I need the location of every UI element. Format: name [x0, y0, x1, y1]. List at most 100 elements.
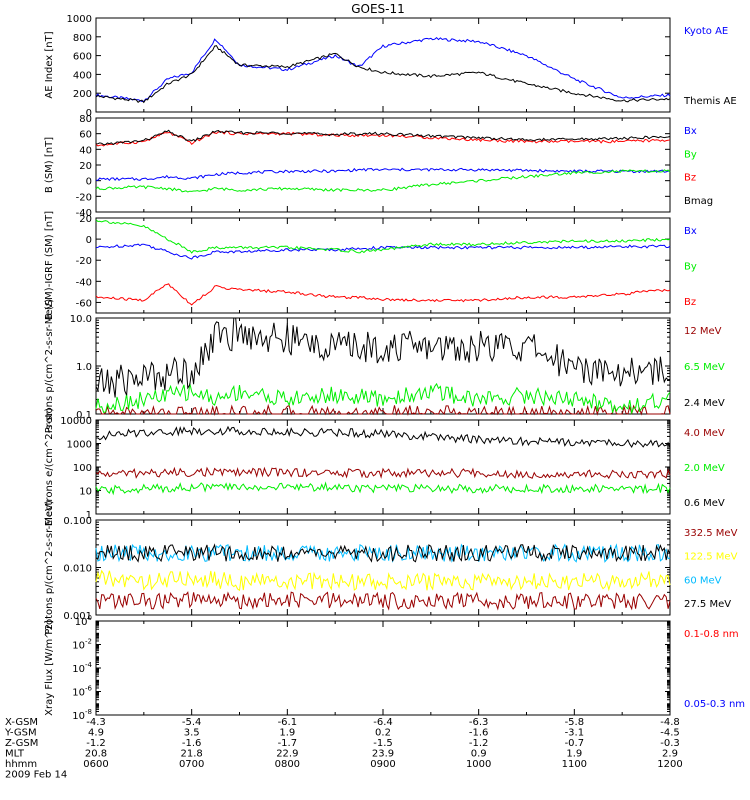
legend-bmag: Bmag — [684, 196, 713, 207]
series-line-122-5-mev — [95, 569, 671, 592]
panel-5: 10000 1000 100 10 1 Electrons e/(cm^2-s-sr) 4.… — [44, 408, 725, 527]
series-line-bx — [96, 167, 671, 182]
legend-2-4-mev: 2.4 MeV — [684, 398, 725, 409]
x-row-value: 4.9 — [88, 728, 104, 739]
x-row-value: -4.5 — [660, 728, 680, 739]
legend-bx: Bx — [684, 126, 697, 137]
y-tick-label: -40 — [76, 208, 92, 219]
x-row-value: 0600 — [83, 759, 108, 770]
x-row-value: 21.8 — [181, 749, 203, 760]
y-tick-label: 10-2 — [72, 638, 92, 652]
legend-12-mev: 12 MeV — [684, 326, 722, 337]
x-row-value: 23.9 — [372, 749, 394, 760]
y-tick-label: 80 — [79, 114, 92, 125]
y-tick-label: 40 — [79, 145, 92, 156]
y-tick-label: 0 — [86, 235, 92, 246]
series-line-6-5-mev — [95, 382, 671, 415]
y-tick-label: 20 — [79, 214, 92, 225]
legend-0-6-mev: 0.6 MeV — [684, 498, 725, 509]
y-tick-label: 10-8 — [72, 708, 92, 722]
legend-6-5-mev: 6.5 MeV — [684, 362, 725, 373]
x-row-value: 22.9 — [276, 749, 298, 760]
y-tick-label: -60 — [76, 298, 92, 309]
legend-332-5-mev: 332.5 MeV — [684, 528, 738, 539]
y-tick-label: 10-6 — [72, 685, 92, 699]
x-row-value: -1.2 — [469, 738, 489, 749]
y-tick-label: 0 — [86, 108, 92, 119]
panel-6: 0.100 0.010 0.001 Protons p/(cm^2-s-sr-MeV)… — [44, 500, 738, 635]
legend-27-5-mev: 27.5 MeV — [684, 599, 731, 610]
x-row-label: Z-GSM — [5, 738, 38, 749]
series-line-kyoto-ae — [95, 37, 671, 103]
x-row-label: Y-GSM — [4, 728, 37, 739]
panel-frame — [95, 620, 671, 716]
x-row-value: 1100 — [562, 759, 587, 770]
legend-bz: Bz — [684, 173, 696, 184]
legend-0-05-0-3-nm: 0.05-0.3 nm — [684, 699, 745, 710]
x-row-value: 20.8 — [85, 749, 107, 760]
y-tick-label: 600 — [73, 52, 92, 63]
y-tick-label: 10 — [79, 487, 92, 498]
series-line-2-4-mev — [95, 317, 671, 398]
x-row-value: 0700 — [179, 759, 204, 770]
panel-7: 100 10-2 10-4 10-6 10-8 Xray Flux [W/m^2] 0.1-… — [44, 614, 745, 722]
legend-bx: Bx — [684, 226, 697, 237]
series-line-2-0-mev — [95, 481, 671, 496]
legend-4-0-mev: 4.0 MeV — [684, 428, 725, 439]
y-tick-label: 0.100 — [63, 516, 92, 527]
series-line-27-5-mev — [95, 543, 671, 563]
plot-title: GOES-11 — [351, 2, 405, 16]
x-row-value: -6.1 — [278, 717, 298, 728]
legend-by: By — [684, 149, 697, 160]
x-row-value: -1.5 — [373, 738, 393, 749]
x-row-value: -4.3 — [86, 717, 106, 728]
y-tick-label: 0.010 — [63, 564, 92, 575]
series-line-by — [95, 169, 671, 193]
series-line-bz — [95, 283, 671, 306]
x-row-value: -1.7 — [278, 738, 298, 749]
x-row-value: 1.9 — [566, 749, 582, 760]
panel-frame — [95, 317, 671, 415]
y-axis-label: AE Index [nT] — [44, 31, 55, 98]
legend-themis-ae: Themis AE — [683, 96, 737, 107]
y-tick-label: 20 — [79, 161, 92, 172]
x-row-value: -6.3 — [469, 717, 489, 728]
series-line-bx — [95, 243, 671, 260]
x-row-value: -6.4 — [373, 717, 393, 728]
x-row-value: -0.3 — [660, 738, 680, 749]
series-line-bmag — [95, 129, 671, 146]
legend-bz: Bz — [684, 297, 696, 308]
y-axis-label: B (SM) [nT] — [44, 137, 55, 193]
panel-4: 10.0 1.0 0.1 Protons p/(cm^2-s-sr-MeV) 12 Me… — [44, 299, 725, 434]
x-row-value: 3.5 — [184, 728, 200, 739]
y-tick-label: -40 — [76, 277, 92, 288]
legend-0-1-0-8-nm: 0.1-0.8 nm — [684, 629, 739, 640]
x-row-value: 0.9 — [471, 749, 487, 760]
legend-122-5-mev: 122.5 MeV — [684, 552, 738, 563]
x-row-value: -0.7 — [565, 738, 585, 749]
y-tick-label: 1.0 — [76, 362, 92, 373]
x-row-value: 0900 — [370, 759, 395, 770]
y-tick-label: 400 — [73, 70, 92, 81]
x-row-value: -1.6 — [469, 728, 489, 739]
y-axis-label: Protons p/(cm^2-s-sr-MeV) — [44, 500, 55, 635]
x-row-value: -5.4 — [182, 717, 202, 728]
panel-3: 20 0 -20 -40 -60 B (SM)-IGRF (SM) [nT] Bx By Bz — [44, 211, 697, 320]
y-tick-label: 100 — [73, 463, 92, 474]
x-row-value: -1.2 — [86, 738, 106, 749]
series-line-bz — [95, 130, 671, 147]
series-line-12-mev — [95, 403, 671, 416]
series-line-by — [95, 219, 671, 254]
x-row-value: 1200 — [657, 759, 682, 770]
date-label: 2009 Feb 14 — [5, 770, 67, 781]
x-row-value: 2.9 — [662, 749, 678, 760]
x-row-value: -4.8 — [660, 717, 680, 728]
x-row-label: hhmm — [5, 759, 37, 770]
y-tick-label: 10-4 — [72, 661, 92, 675]
y-tick-label: 100 — [75, 614, 92, 628]
legend-kyoto-ae: Kyoto AE — [684, 26, 728, 37]
y-tick-label: 10.0 — [70, 314, 92, 325]
y-tick-label: 200 — [73, 89, 92, 100]
y-axis-label: Protons p/(cm^2-s-sr-MeV) — [44, 299, 55, 434]
